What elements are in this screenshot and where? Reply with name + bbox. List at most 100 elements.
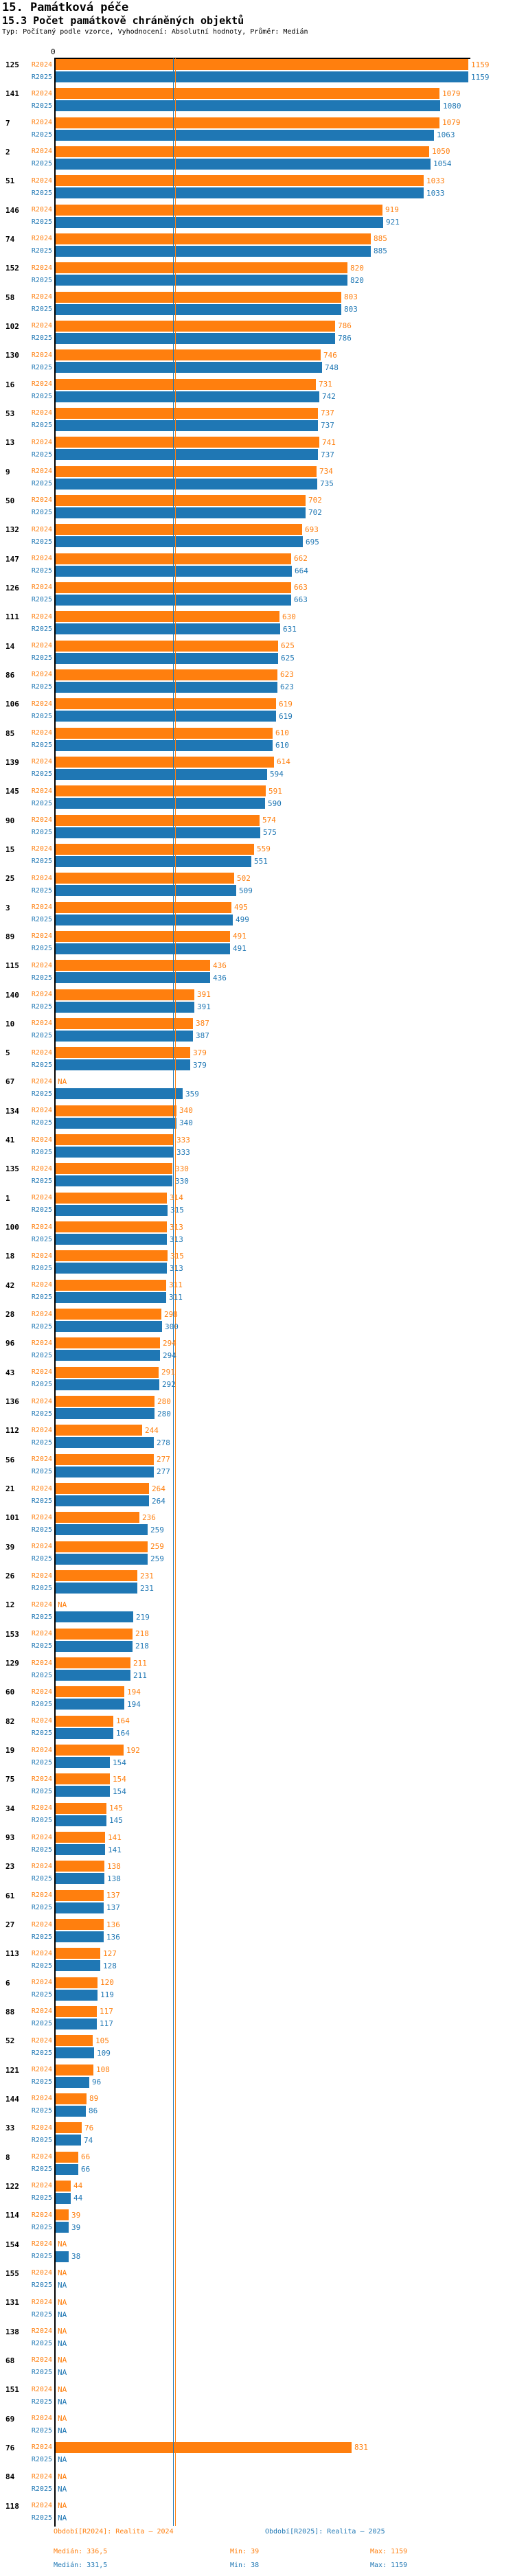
series-label-r2024: R2024 [31, 1194, 52, 1202]
value-label-r2025: 231 [140, 1583, 154, 1593]
bar-r2024 [55, 1366, 159, 1378]
bar-line-r2024: R2024 313 [0, 1221, 515, 1233]
bar-line-r2024: R2024 89 [0, 2093, 515, 2104]
bar-r2025 [55, 1234, 167, 1245]
value-label-r2024: 333 [176, 1135, 190, 1145]
bar-line-r2025: R2025 38 [0, 2251, 515, 2262]
series-label-r2024: R2024 [31, 1164, 52, 1173]
chart-row: 140 R2024 391 R2025 391 [0, 989, 515, 1013]
chart-row: 153 R2024 218 R2025 218 [0, 1628, 515, 1652]
value-label-r2025: NA [58, 2339, 67, 2349]
bar-r2025 [55, 216, 383, 228]
series-label-r2024: R2024 [31, 1920, 52, 1929]
value-label-r2025: 194 [127, 1699, 141, 1709]
value-label-r2024: 141 [108, 1832, 122, 1842]
bar-line-r2025: R2025 278 [0, 1437, 515, 1449]
axis-top-line [54, 58, 470, 59]
value-label-r2024: 154 [113, 1774, 126, 1784]
chart-row: 28 R2024 298 R2025 300 [0, 1309, 515, 1333]
series-label-r2024: R2024 [31, 2443, 52, 2452]
series-label-r2025: R2025 [31, 916, 52, 924]
bar-line-r2024: R2024 502 [0, 873, 515, 884]
bar-line-r2024: R2024 387 [0, 1017, 515, 1029]
value-label-r2024: 702 [308, 496, 322, 505]
bar-r2025 [55, 1583, 137, 1594]
value-label-r2025: 737 [321, 450, 334, 459]
bar-r2025 [55, 362, 322, 373]
bar-r2025 [55, 2135, 81, 2146]
series-label-r2024: R2024 [31, 2153, 52, 2161]
bar-line-r2025: R2025 NA [0, 2396, 515, 2407]
series-label-r2025: R2025 [31, 858, 52, 866]
value-label-r2024: NA [58, 2501, 67, 2511]
value-label-r2025: 820 [350, 275, 364, 285]
bar-r2025 [55, 2163, 78, 2175]
bar-r2024 [55, 1715, 113, 1727]
bar-line-r2025: R2025 491 [0, 943, 515, 954]
bar-r2024 [55, 1948, 100, 1959]
bar-line-r2024: R2024 NA [0, 2268, 515, 2279]
value-label-r2025: 136 [106, 1932, 120, 1942]
series-label-r2025: R2025 [31, 189, 52, 197]
bar-line-r2024: R2024 NA [0, 2355, 515, 2366]
row-label: 10 [5, 1019, 15, 1028]
value-label-r2024: 164 [116, 1716, 130, 1726]
series-label-r2024: R2024 [31, 1543, 52, 1551]
bar-r2025 [55, 711, 276, 722]
bar-r2024 [55, 1192, 167, 1204]
bar-line-r2024: R2024 236 [0, 1512, 515, 1523]
bar-r2024 [55, 146, 429, 157]
bar-line-r2025: R2025 292 [0, 1379, 515, 1390]
value-label-r2024: 491 [233, 932, 247, 941]
bar-line-r2025: R2025 119 [0, 1989, 515, 2001]
series-label-r2025: R2025 [31, 1991, 52, 1999]
series-label-r2025: R2025 [31, 1322, 52, 1331]
series-label-r2024: R2024 [31, 1107, 52, 1115]
bar-line-r2024: R2024 NA [0, 2239, 515, 2250]
bar-line-r2025: R2025 259 [0, 1524, 515, 1536]
bar-r2025 [55, 1030, 193, 1042]
row-label: 112 [5, 1426, 19, 1436]
row-label: 90 [5, 816, 15, 825]
row-label: 43 [5, 1368, 15, 1377]
chart-row: 52 R2024 105 R2025 109 [0, 2035, 515, 2059]
bar-line-r2024: R2024 145 [0, 1802, 515, 1814]
bar-line-r2025: R2025 1159 [0, 71, 515, 82]
value-label-r2025: 551 [254, 857, 268, 866]
bar-line-r2025: R2025 44 [0, 2192, 515, 2204]
row-label: 140 [5, 990, 19, 1000]
bar-r2025 [55, 245, 371, 257]
row-label: 118 [5, 2501, 19, 2511]
value-label-r2025: 1159 [471, 72, 490, 82]
bar-line-r2025: R2025 300 [0, 1321, 515, 1333]
series-label-r2024: R2024 [31, 2240, 52, 2249]
bar-r2025 [55, 1350, 160, 1361]
value-label-r2025: 315 [170, 1206, 184, 1215]
chart-row: 122 R2024 44 R2025 44 [0, 2180, 515, 2204]
bar-line-r2024: R2024 574 [0, 814, 515, 826]
bar-line-r2024: R2024 625 [0, 640, 515, 652]
bar-line-r2025: R2025 311 [0, 1291, 515, 1303]
value-label-r2025: 311 [169, 1293, 183, 1302]
bar-r2024 [55, 814, 260, 826]
value-label-r2024: NA [58, 2240, 67, 2249]
series-label-r2024: R2024 [31, 264, 52, 272]
bar-r2024 [55, 1017, 193, 1029]
bar-line-r2025: R2025 117 [0, 2018, 515, 2029]
value-label-r2024: NA [58, 2472, 67, 2481]
bar-r2024 [55, 843, 254, 855]
value-label-r2025: 786 [338, 334, 352, 343]
bar-r2025 [55, 2222, 69, 2233]
series-label-r2025: R2025 [31, 1351, 52, 1359]
row-label: 111 [5, 612, 19, 622]
bar-line-r2025: R2025 141 [0, 1844, 515, 1856]
chart-row: 147 R2024 662 R2025 664 [0, 553, 515, 577]
value-label-r2024: NA [58, 1600, 67, 1609]
bar-line-r2024: R2024 264 [0, 1483, 515, 1495]
series-label-r2025: R2025 [31, 102, 52, 110]
bar-line-r2025: R2025 625 [0, 652, 515, 664]
row-label: 41 [5, 1136, 15, 1145]
row-label: 67 [5, 1077, 15, 1087]
series-label-r2025: R2025 [31, 741, 52, 750]
